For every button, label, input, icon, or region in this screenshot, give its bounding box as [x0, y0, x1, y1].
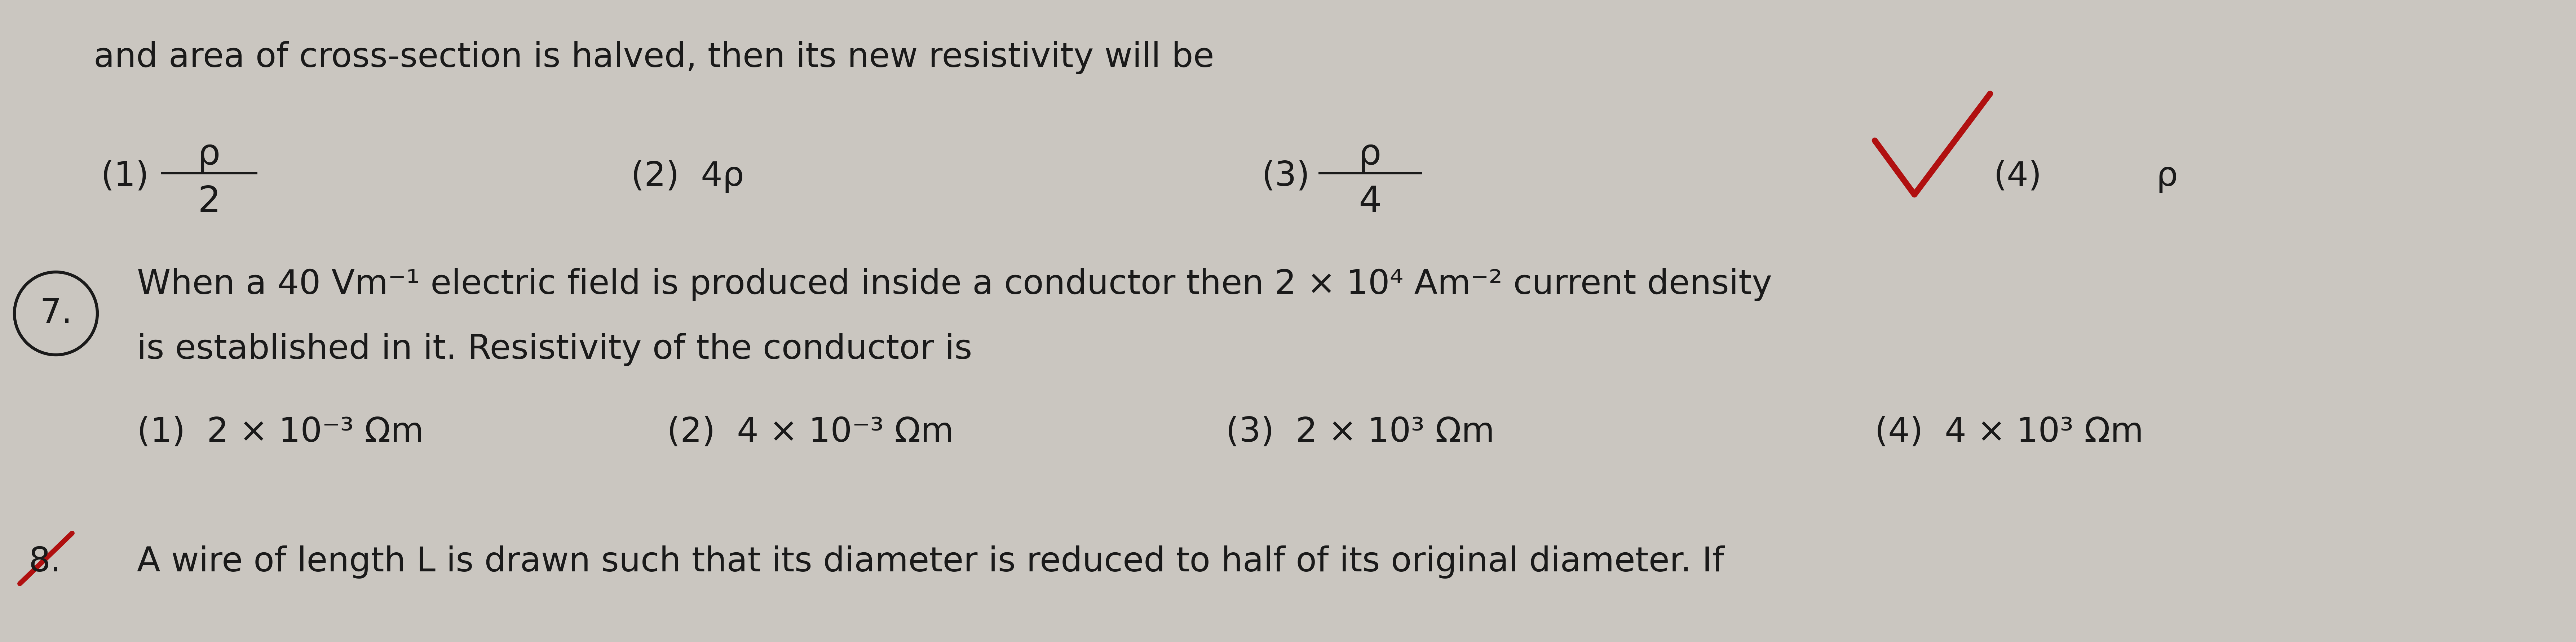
Text: (1): (1): [100, 160, 149, 193]
Text: (4)  4 × 10³ Ωm: (4) 4 × 10³ Ωm: [1875, 416, 2143, 449]
Text: ρ: ρ: [198, 137, 222, 173]
Text: ρ: ρ: [1358, 137, 1381, 173]
Text: is established in it. Resistivity of the conductor is: is established in it. Resistivity of the…: [137, 333, 971, 366]
Text: and area of cross-section is halved, then its new resistivity will be: and area of cross-section is halved, the…: [93, 41, 1213, 74]
Text: (3): (3): [1262, 160, 1311, 193]
Text: 4: 4: [1358, 184, 1381, 219]
Text: ρ: ρ: [2156, 160, 2177, 193]
Text: 8.: 8.: [28, 546, 62, 578]
Text: A wire of length L is drawn such that its diameter is reduced to half of its ori: A wire of length L is drawn such that it…: [137, 546, 1723, 578]
Text: (1)  2 × 10⁻³ Ωm: (1) 2 × 10⁻³ Ωm: [137, 416, 422, 449]
Text: (2)  4 × 10⁻³ Ωm: (2) 4 × 10⁻³ Ωm: [667, 416, 953, 449]
Text: 2: 2: [198, 184, 222, 219]
Text: (4): (4): [1994, 160, 2043, 193]
Text: (3)  2 × 10³ Ωm: (3) 2 × 10³ Ωm: [1226, 416, 1494, 449]
Text: (2)  4ρ: (2) 4ρ: [631, 160, 744, 193]
Text: 7.: 7.: [39, 297, 72, 330]
Text: When a 40 Vm⁻¹ electric field is produced inside a conductor then 2 × 10⁴ Am⁻² c: When a 40 Vm⁻¹ electric field is produce…: [137, 268, 1772, 301]
